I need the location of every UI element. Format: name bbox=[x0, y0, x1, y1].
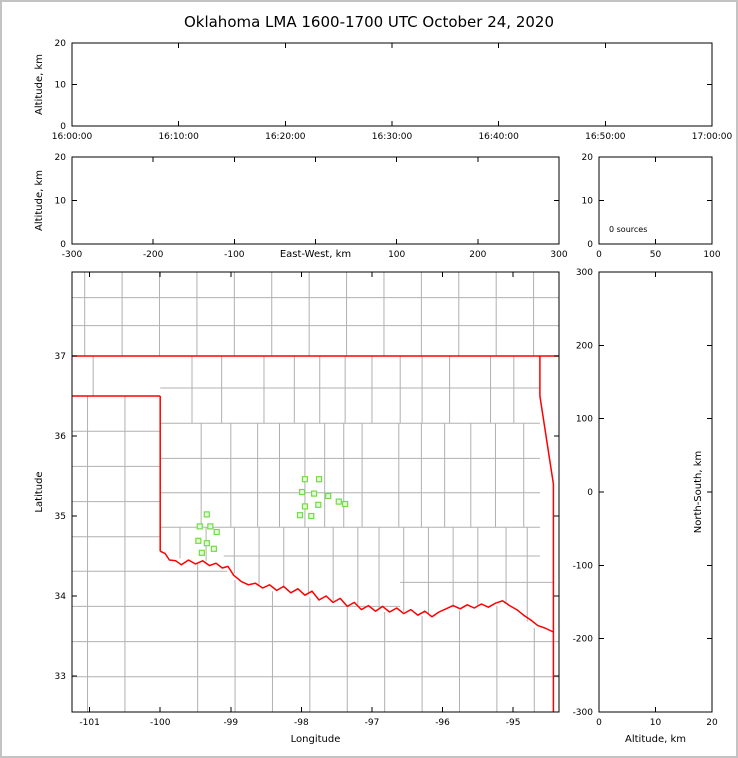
y-tick-label: 20 bbox=[55, 39, 67, 49]
station-marker bbox=[315, 476, 323, 483]
y-tick-label: 300 bbox=[576, 268, 593, 278]
x-tick-label: -99 bbox=[223, 718, 238, 728]
station-marker bbox=[301, 503, 309, 510]
station-marker bbox=[315, 501, 322, 508]
station-marker bbox=[310, 490, 318, 497]
y-tick-label: 10 bbox=[55, 81, 67, 91]
station-marker bbox=[301, 476, 309, 483]
x-tick-label: 300 bbox=[550, 250, 567, 260]
y-tick-label: 200 bbox=[576, 341, 593, 351]
panel-alt-histogram: 0 50 100 0 10 20 0 sources bbox=[582, 153, 721, 260]
x-tick-label: 16:00:00 bbox=[52, 132, 93, 142]
station-marker bbox=[325, 492, 332, 500]
annotation-text: 0 sources bbox=[609, 225, 647, 234]
y-axis-label: Altitude, km bbox=[34, 54, 45, 115]
x-tick-label: 16:40:00 bbox=[478, 132, 519, 142]
y-tick-label: 100 bbox=[576, 415, 593, 425]
station-marker bbox=[296, 512, 304, 519]
x-tick-label: -100 bbox=[150, 718, 171, 728]
station-marker bbox=[203, 540, 210, 547]
state-border-line bbox=[539, 356, 555, 712]
x-tick-label: -300 bbox=[62, 250, 83, 260]
x-tick-label: 16:20:00 bbox=[265, 132, 306, 142]
x-tick-label: 0 bbox=[596, 250, 602, 260]
panel-frame bbox=[71, 156, 560, 245]
y-tick-label: 10 bbox=[55, 197, 67, 207]
x-axis-label: Longitude bbox=[291, 734, 341, 745]
panel-frame bbox=[71, 42, 713, 127]
x-tick-label: 100 bbox=[703, 250, 720, 260]
y-tick-label: 0 bbox=[587, 488, 593, 498]
station-marker bbox=[196, 523, 203, 530]
x-tick-label: 10 bbox=[650, 718, 662, 728]
y-tick-label: 35 bbox=[55, 512, 66, 522]
x-tick-label: 17:00:00 bbox=[692, 132, 733, 142]
y-tick-label: -100 bbox=[573, 561, 594, 571]
x-tick-label: -97 bbox=[365, 718, 380, 728]
x-axis-label: Altitude, km bbox=[625, 734, 686, 745]
panel-ew-altitude: -300 -200 -100 100 200 300 0 10 20 Altitude, km Ea… bbox=[34, 153, 568, 260]
x-tick-label: 16:10:00 bbox=[158, 132, 199, 142]
y-tick-label: 37 bbox=[55, 352, 66, 362]
x-tick-label: 20 bbox=[706, 718, 718, 728]
x-tick-label: 200 bbox=[469, 250, 486, 260]
panel-plan-view: -101 -100 -99 -98 -97 -96 -95 33 34 35 36 37 Latitud… bbox=[34, 271, 560, 745]
y-tick-label: 20 bbox=[55, 153, 67, 163]
y-axis-label: Latitude bbox=[34, 471, 45, 512]
x-tick-label: -100 bbox=[224, 250, 245, 260]
y-tick-label: 33 bbox=[55, 672, 66, 682]
y-tick-label: 34 bbox=[55, 592, 67, 602]
figure-title: Oklahoma LMA 1600-1700 UTC October 24, 2… bbox=[183, 13, 555, 31]
state-border-line bbox=[159, 550, 554, 633]
x-tick-label: 100 bbox=[388, 250, 405, 260]
station-marker bbox=[198, 549, 205, 556]
station-marker bbox=[210, 545, 217, 552]
station-marker bbox=[298, 488, 306, 496]
x-tick-label: -98 bbox=[294, 718, 309, 728]
y-tick-label: -300 bbox=[573, 708, 594, 718]
y-tick-label: 0 bbox=[60, 122, 66, 132]
panel-time-altitude: 16:00:00 16:10:00 16:20:00 16:30:00 16:40:00… bbox=[34, 39, 732, 142]
panel-frame bbox=[71, 271, 560, 713]
y-tick-label: 0 bbox=[60, 240, 66, 250]
x-tick-label: 16:50:00 bbox=[585, 132, 626, 142]
station-marker bbox=[213, 528, 220, 536]
x-tick-label: -200 bbox=[143, 250, 164, 260]
station-marker bbox=[203, 511, 210, 518]
x-tick-label: 0 bbox=[596, 718, 602, 728]
panel-ns-altitude: 0 10 20 -300 -200 -100 0 100 200 300 North-South, … bbox=[573, 268, 718, 745]
station-marker bbox=[308, 512, 315, 520]
y-axis-label: Altitude, km bbox=[34, 170, 45, 231]
y-axis-label-right: North-South, km bbox=[693, 451, 704, 534]
map-content bbox=[72, 272, 559, 712]
x-tick-label: -95 bbox=[506, 718, 521, 728]
station-marker bbox=[195, 537, 202, 544]
station-marker bbox=[335, 498, 342, 505]
x-tick-label: 50 bbox=[650, 250, 662, 260]
x-tick-label: -96 bbox=[435, 718, 450, 728]
y-tick-label: 0 bbox=[587, 240, 593, 250]
x-tick-label: -101 bbox=[79, 718, 99, 728]
y-tick-label: -200 bbox=[573, 635, 594, 645]
y-tick-label: 20 bbox=[582, 153, 594, 163]
x-axis-label: East-West, km bbox=[280, 249, 351, 260]
station-marker bbox=[342, 500, 349, 508]
x-tick-label: 16:30:00 bbox=[372, 132, 413, 142]
station-marker bbox=[207, 523, 214, 530]
y-tick-label: 10 bbox=[582, 197, 594, 207]
y-tick-label: 36 bbox=[55, 432, 67, 442]
